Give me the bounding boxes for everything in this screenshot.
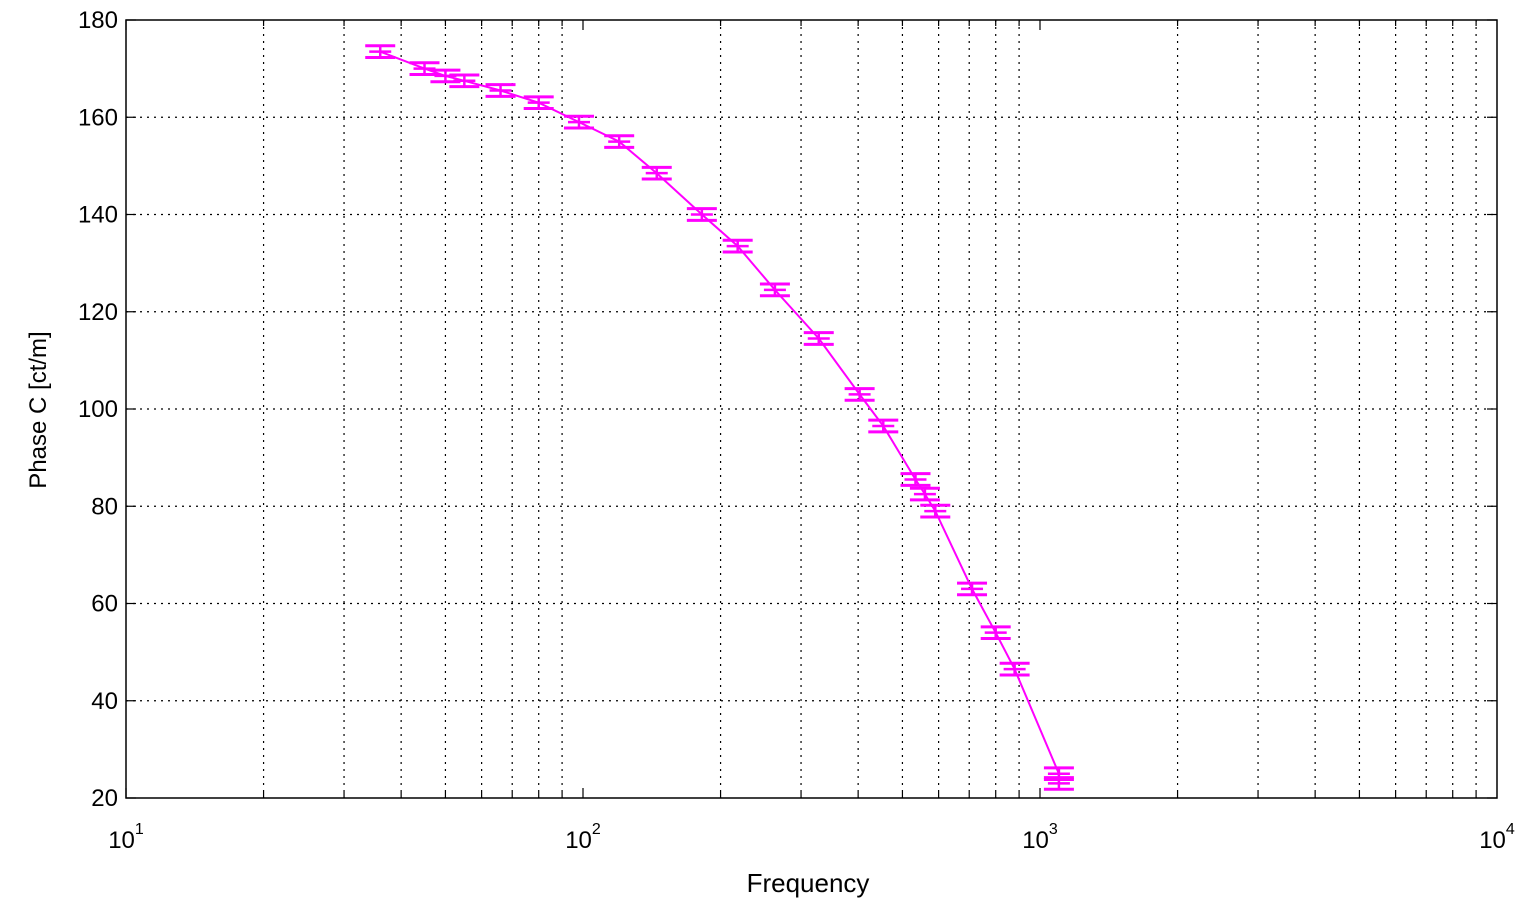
x-tick-label: 104 bbox=[1479, 821, 1515, 854]
data-point bbox=[641, 165, 672, 181]
grid-lines bbox=[126, 20, 1497, 798]
data-point bbox=[563, 114, 594, 130]
x-tick-label: 103 bbox=[1022, 821, 1058, 854]
data-point bbox=[449, 73, 480, 89]
data-point bbox=[844, 387, 875, 402]
data-point bbox=[900, 472, 931, 487]
plot-frame bbox=[125, 19, 1498, 799]
plot-background bbox=[126, 20, 1497, 798]
x-tick-label: 101 bbox=[108, 821, 144, 854]
data-point bbox=[980, 625, 1011, 641]
y-tick-label: 20 bbox=[91, 785, 118, 812]
y-tick-label: 180 bbox=[78, 7, 118, 34]
y-tick-label: 140 bbox=[78, 202, 118, 229]
data-point bbox=[722, 238, 753, 254]
data-point bbox=[365, 44, 396, 59]
data-point bbox=[957, 581, 988, 597]
data-point bbox=[604, 134, 635, 149]
data-point bbox=[485, 83, 516, 98]
y-tick-label: 120 bbox=[78, 299, 118, 326]
axis-ticks bbox=[125, 19, 1497, 799]
y-tick-label: 100 bbox=[78, 396, 118, 423]
y-tick-label: 40 bbox=[91, 688, 118, 715]
data-point bbox=[920, 503, 951, 519]
data-point bbox=[686, 207, 717, 222]
data-point bbox=[1043, 776, 1074, 791]
x-tick-label: 102 bbox=[565, 821, 601, 854]
data-point bbox=[803, 331, 834, 346]
tick-labels: 20 40 60 80 100 120 140 160 180 101 102 103 104 bbox=[78, 7, 1515, 854]
x-axis-label: Frequency bbox=[747, 868, 870, 898]
data-point bbox=[759, 282, 790, 298]
series-layer bbox=[365, 44, 1074, 791]
data-point bbox=[523, 95, 554, 110]
y-tick-label: 60 bbox=[91, 591, 118, 618]
data-point bbox=[868, 418, 899, 434]
y-tick-label: 80 bbox=[91, 493, 118, 520]
data-point bbox=[909, 486, 940, 502]
y-tick-label: 160 bbox=[78, 104, 118, 131]
data-point bbox=[999, 661, 1030, 677]
y-axis-label: Phase C [ct/m] bbox=[25, 331, 52, 488]
